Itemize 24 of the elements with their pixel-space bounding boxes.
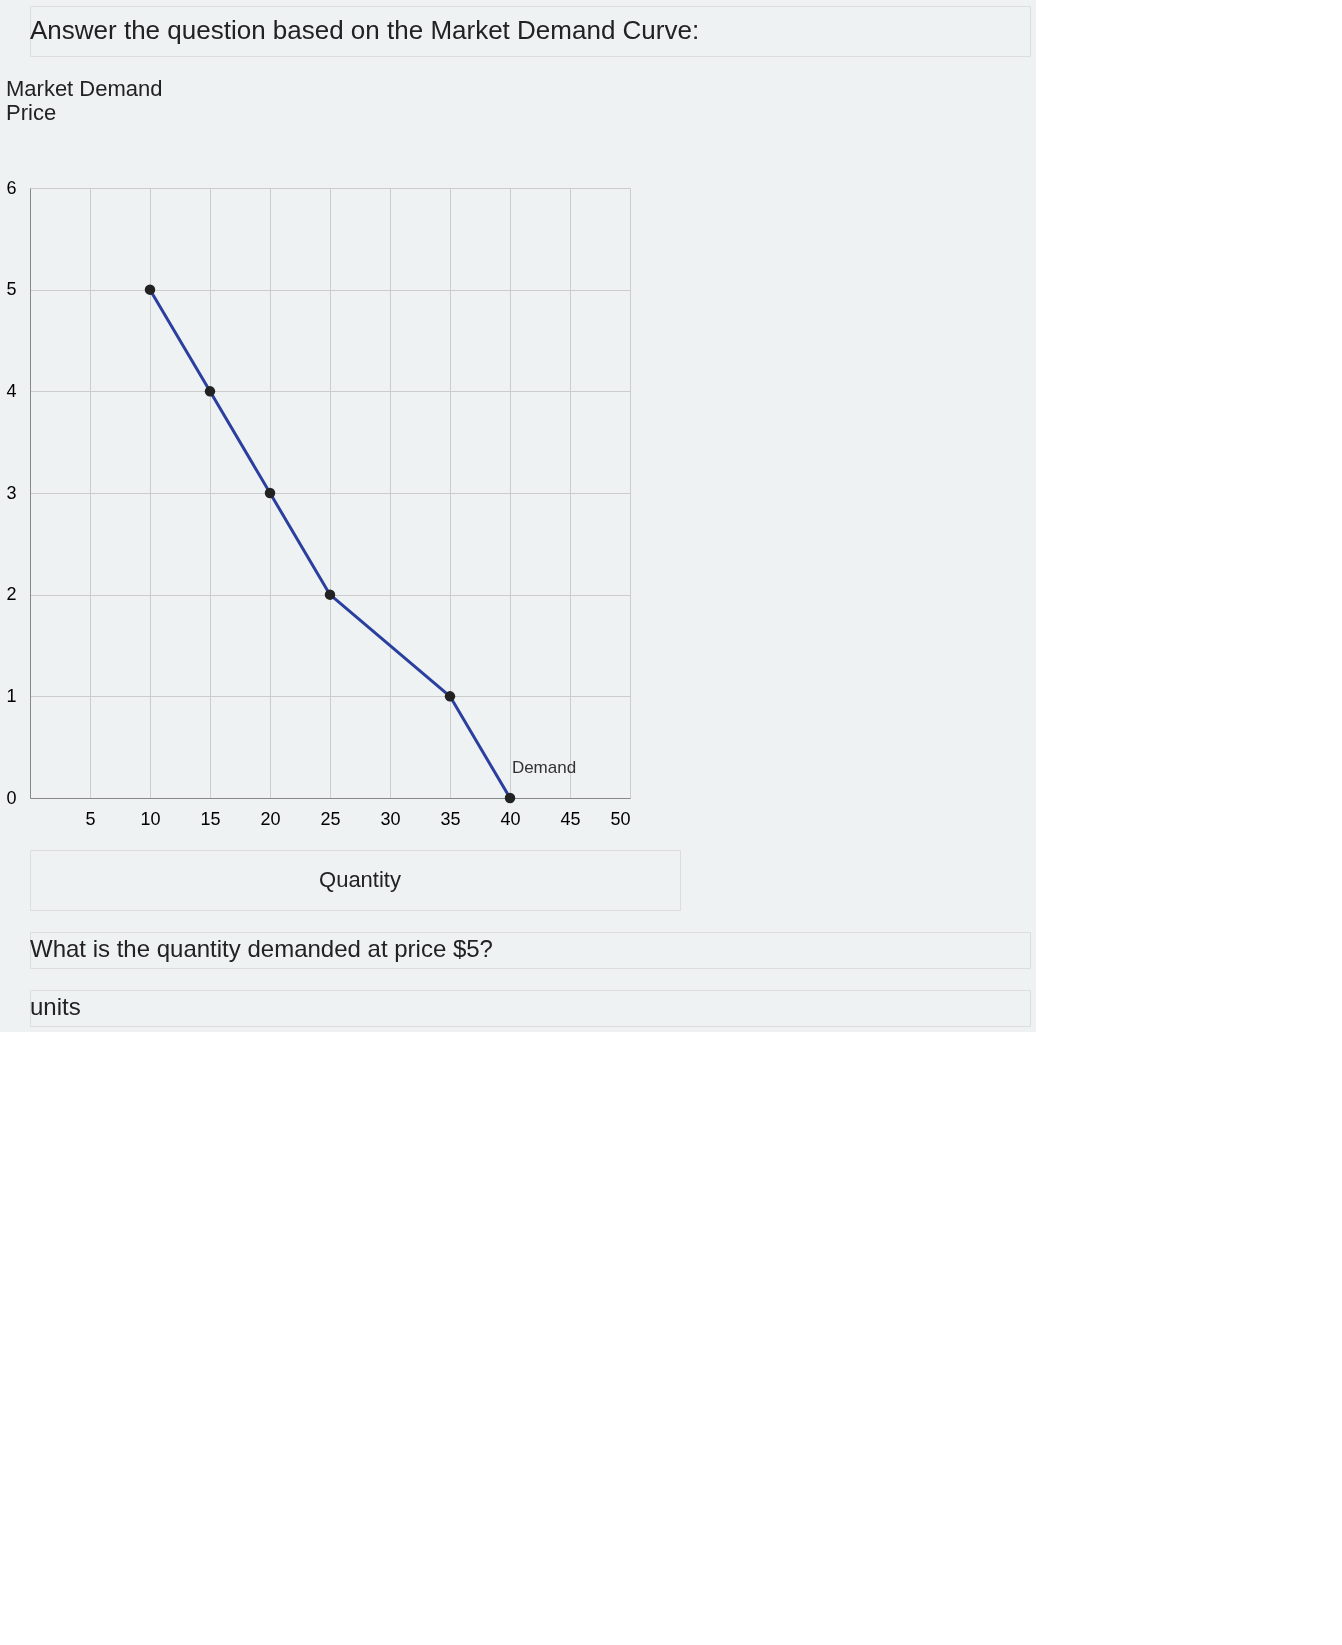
y-tick-label: 6 xyxy=(6,177,17,198)
x-tick-label: 30 xyxy=(380,808,401,829)
chart-title: Market Demand xyxy=(5,76,163,101)
x-axis-title: Quantity xyxy=(319,867,401,892)
x-tick-label: 20 xyxy=(260,808,281,829)
x-tick-label: 45 xyxy=(560,808,581,829)
y-tick-label: 2 xyxy=(6,584,17,605)
text: units xyxy=(30,993,81,1020)
x-tick-label: 50 xyxy=(610,808,631,829)
y-tick-label: 5 xyxy=(6,279,17,300)
y-tick-label: 3 xyxy=(6,482,17,503)
x-tick-label: 5 xyxy=(85,808,96,829)
x-tick-label: 40 xyxy=(500,808,521,829)
x-tick-label: 15 xyxy=(200,808,221,829)
y-tick-label: 1 xyxy=(6,685,17,706)
y-tick-label: 4 xyxy=(6,380,17,401)
x-tick-label: 35 xyxy=(440,808,461,829)
x-tick-label: 10 xyxy=(140,808,161,829)
y-axis-title: Price xyxy=(5,100,57,125)
text: What is the quantity demanded at price $5? xyxy=(30,935,493,962)
x-tick-label: 25 xyxy=(320,808,341,829)
series-label: Demand xyxy=(511,758,577,777)
y-tick-label: 0 xyxy=(6,787,17,808)
text: Answer the question based on the Market Demand Curve: xyxy=(30,15,700,45)
